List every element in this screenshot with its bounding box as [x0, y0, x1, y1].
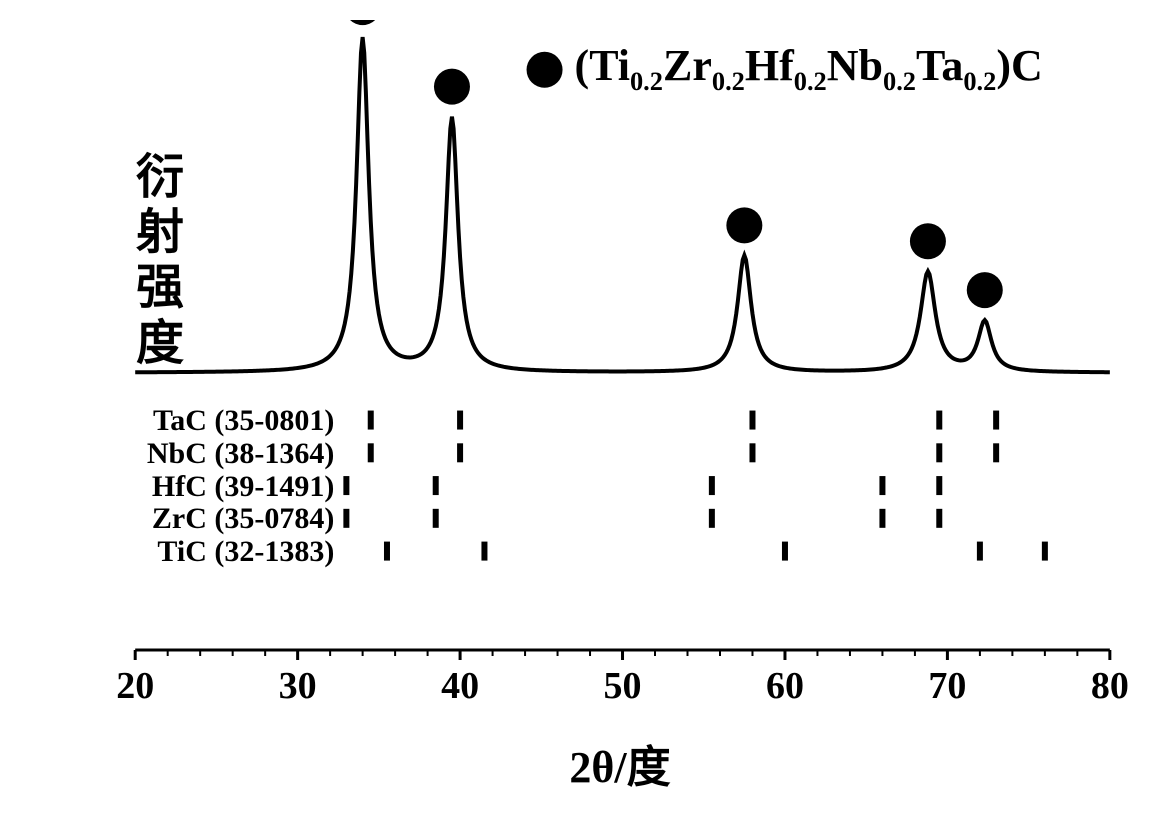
x-tick-label: 40 [441, 664, 479, 708]
x-tick-label: 20 [116, 664, 154, 708]
y-axis-label: 衍 射 强 度 [130, 150, 190, 371]
x-tick-label: 30 [279, 664, 317, 708]
xrd-plot-svg [115, 20, 1125, 720]
chart-container: (Ti0.2Zr0.2Hf0.2Nb0.2Ta0.2)C TaC (35-080… [115, 20, 1125, 790]
reference-pattern-label: TaC (35-0801) [104, 404, 334, 438]
reference-pattern-label: NbC (38-1364) [104, 437, 334, 471]
y-label-char: 强 [130, 260, 190, 315]
x-tick-label: 80 [1091, 664, 1129, 708]
reference-pattern-label: HfC (39-1491) [104, 470, 334, 504]
y-label-char: 衍 [130, 150, 190, 205]
reference-pattern-label: ZrC (35-0784) [104, 502, 334, 536]
x-tick-label: 50 [604, 664, 642, 708]
legend-text: (Ti0.2Zr0.2Hf0.2Nb0.2Ta0.2)C [575, 40, 1043, 97]
y-label-char: 射 [130, 205, 190, 260]
x-axis-label: 2θ/度 [115, 731, 1125, 795]
reference-pattern-label: TiC (32-1383) [104, 535, 334, 569]
y-label-char: 度 [130, 316, 190, 371]
plot-area: (Ti0.2Zr0.2Hf0.2Nb0.2Ta0.2)C TaC (35-080… [115, 20, 1125, 720]
x-tick-label: 70 [928, 664, 966, 708]
x-tick-label: 60 [766, 664, 804, 708]
